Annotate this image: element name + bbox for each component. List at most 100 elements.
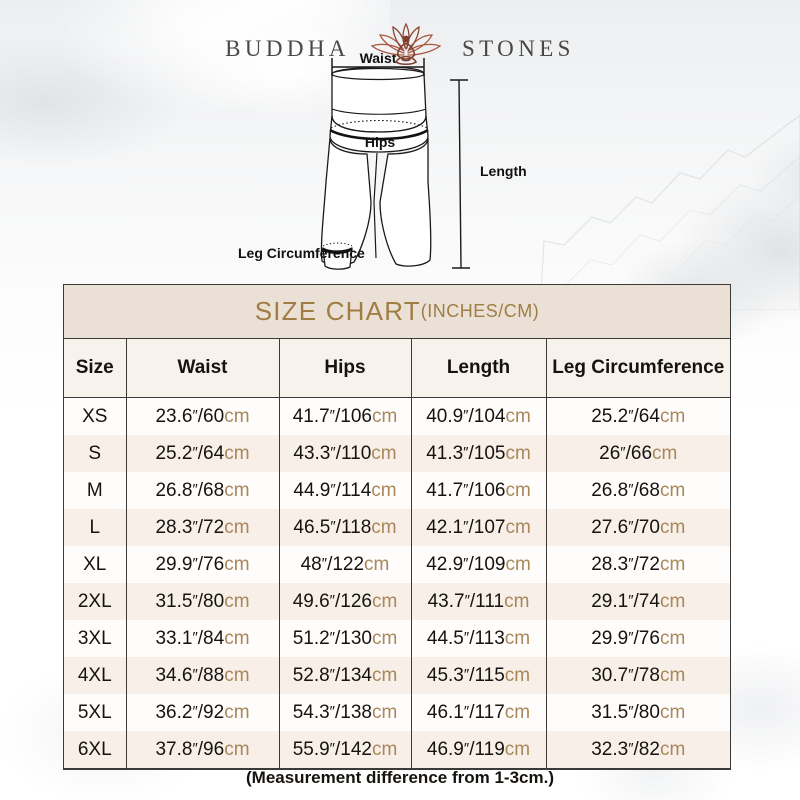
unit-label: cm: [659, 553, 686, 575]
unit-label: cm: [371, 405, 398, 427]
unit-label: cm: [371, 701, 398, 723]
unit-label: cm: [224, 627, 250, 649]
inch-symbol: ″: [463, 665, 470, 683]
cell-waist: 31.5″/80cm: [126, 583, 280, 620]
unit-label: cm: [659, 738, 686, 760]
cell-size: 6XL: [64, 731, 127, 769]
measurement-footnote: (Measurement difference from 1-3cm.): [246, 768, 554, 787]
table-row: 6XL 37.8″/96cm 55.9″/142cm 46.9″/119cm 32.3″…: [64, 731, 730, 769]
cell-length: 45.3″/115cm: [411, 657, 547, 694]
unit-label: cm: [504, 738, 531, 760]
size-chart-table: Size Waist Hips Length Leg Circumference…: [64, 339, 730, 769]
unit-label: cm: [371, 627, 398, 649]
table-row: M 26.8″/68cm 44.9″/114cm 41.7″/106cm 26.8″/6…: [64, 472, 730, 509]
table-row: 5XL 36.2″/92cm 54.3″/138cm 46.1″/117cm 31.5″…: [64, 694, 730, 731]
cell-leg-circumference: 26.8″/68cm: [546, 472, 730, 509]
inch-symbol: ″: [628, 517, 634, 535]
cell-hips: 52.8″/134cm: [279, 657, 412, 694]
table-row: L 28.3″/72cm 46.5″/118cm 42.1″/107cm 27.6″/7…: [64, 509, 730, 546]
cell-waist: 34.6″/88cm: [126, 657, 280, 694]
inch-symbol: ″: [463, 702, 470, 720]
unit-label: cm: [505, 516, 531, 538]
inch-symbol: ″: [192, 591, 198, 609]
table-row: XS 23.6″/60cm 41.7″/106cm 40.9″/104cm 25.2″/…: [64, 397, 730, 435]
cell-size: 2XL: [64, 583, 127, 620]
inch-symbol: ″: [192, 628, 198, 646]
unit-label: cm: [224, 516, 250, 538]
inch-symbol: ″: [463, 554, 469, 572]
unit-label: cm: [659, 479, 686, 501]
unit-label: cm: [224, 442, 250, 464]
cell-waist: 29.9″/76cm: [126, 546, 280, 583]
table-row: 4XL 34.6″/88cm 52.8″/134cm 45.3″/115cm 30.7″…: [64, 657, 730, 694]
unit-label: cm: [224, 479, 250, 501]
unit-label: cm: [504, 664, 531, 686]
inch-symbol: ″: [628, 554, 634, 572]
cell-leg-circumference: 30.7″/78cm: [546, 657, 730, 694]
inch-symbol: ″: [329, 665, 335, 683]
inch-symbol: ″: [463, 517, 469, 535]
size-chart-title-units: (INCHES/CM): [420, 301, 540, 321]
inch-symbol: ″: [321, 554, 328, 572]
inch-symbol: ″: [192, 554, 198, 572]
inch-symbol: ″: [329, 739, 335, 757]
unit-label: cm: [505, 405, 531, 427]
cell-waist: 25.2″/64cm: [126, 435, 280, 472]
inch-symbol: ″: [463, 628, 470, 646]
inch-symbol: ″: [628, 480, 634, 498]
inch-symbol: ″: [463, 406, 469, 424]
unit-label: cm: [224, 405, 250, 427]
cell-length: 41.3″/105cm: [411, 435, 547, 472]
inch-symbol: ″: [192, 480, 198, 498]
table-row: S 25.2″/64cm 43.3″/110cm 41.3″/105cm 26″/66c…: [64, 435, 730, 472]
unit-label: cm: [505, 442, 531, 464]
inch-symbol: ″: [628, 591, 634, 609]
inch-symbol: ″: [329, 628, 335, 646]
unit-label: cm: [504, 701, 531, 723]
cell-waist: 26.8″/68cm: [126, 472, 280, 509]
cell-hips: 46.5″/118cm: [279, 509, 412, 546]
cell-size: XS: [64, 397, 127, 435]
brand-word-right: STONES: [461, 36, 575, 61]
inch-symbol: ″: [628, 702, 634, 720]
unit-label: cm: [371, 516, 397, 538]
unit-label: cm: [371, 590, 398, 612]
column-header-leg-circumference: Leg Circumference: [546, 339, 730, 398]
unit-label: cm: [659, 701, 686, 723]
lotus-meditation-logo-icon: [370, 22, 442, 66]
unit-label: cm: [504, 590, 530, 612]
table-row: XL 29.9″/76cm 48″/122cm 42.9″/109cm 28.3″/72…: [64, 546, 730, 583]
unit-label: cm: [371, 479, 397, 501]
unit-label: cm: [371, 442, 397, 464]
column-header-size: Size: [64, 339, 127, 398]
inch-symbol: ″: [464, 591, 470, 609]
size-chart-card: SIZE CHART (INCHES/CM) Size Waist Hips Le…: [63, 284, 731, 770]
ink-mountain-ridge: [540, 114, 800, 310]
unit-label: cm: [224, 590, 250, 612]
inch-symbol: ″: [192, 665, 198, 683]
inch-symbol: ″: [329, 406, 335, 424]
cell-length: 46.1″/117cm: [411, 694, 547, 731]
cell-length: 43.7″/111cm: [411, 583, 547, 620]
inch-symbol: ″: [192, 443, 198, 461]
cell-length: 40.9″/104cm: [411, 397, 547, 435]
cell-length: 42.1″/107cm: [411, 509, 547, 546]
cell-waist: 33.1″/84cm: [126, 620, 280, 657]
diagram-label-waist: Waist: [360, 52, 397, 66]
size-chart-title-main: SIZE CHART: [254, 296, 421, 326]
cell-hips: 44.9″/114cm: [279, 472, 412, 509]
unit-label: cm: [224, 664, 250, 686]
size-chart-title-bar: SIZE CHART (INCHES/CM): [64, 285, 730, 339]
cell-leg-circumference: 31.5″/80cm: [546, 694, 730, 731]
cell-waist: 36.2″/92cm: [126, 694, 280, 731]
cell-size: 3XL: [64, 620, 127, 657]
cell-waist: 37.8″/96cm: [126, 731, 280, 769]
unit-label: cm: [505, 479, 531, 501]
column-header-hips: Hips: [279, 339, 412, 398]
inch-symbol: ″: [192, 406, 198, 424]
cell-size: L: [64, 509, 127, 546]
cell-size: 4XL: [64, 657, 127, 694]
diagram-label-length: Length: [480, 163, 527, 179]
cell-length: 41.7″/106cm: [411, 472, 547, 509]
inch-symbol: ″: [463, 739, 470, 757]
